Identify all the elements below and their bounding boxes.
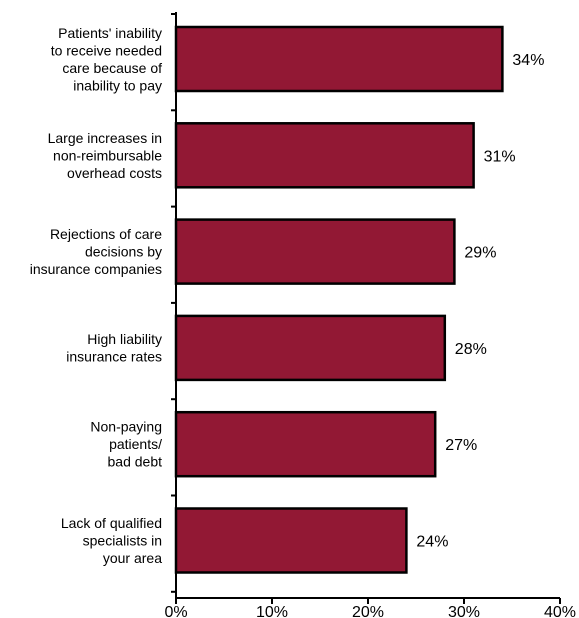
bar-4 bbox=[174, 410, 437, 478]
category-label-line: your area bbox=[103, 550, 162, 566]
category-label-line: insurance rates bbox=[66, 349, 162, 365]
x-tick-label-1: 10% bbox=[256, 604, 288, 618]
category-label-line: insurance companies bbox=[30, 261, 162, 277]
value-label-2: 29% bbox=[464, 245, 496, 262]
category-label-line: patients/ bbox=[109, 436, 162, 452]
value-label-1: 31% bbox=[484, 148, 516, 165]
category-label-5: Lack of qualified specialists in your area bbox=[61, 515, 162, 566]
value-label-0: 34% bbox=[512, 52, 544, 69]
category-label-line: Patients' inability bbox=[58, 25, 162, 41]
bar-5 bbox=[174, 507, 408, 574]
category-label-0: Patients' inability to receive needed care… bbox=[51, 25, 162, 94]
category-label-line: care because of bbox=[62, 60, 162, 76]
category-label-line: specialists in bbox=[83, 533, 162, 549]
category-label-1: Large increases in non-reimbursable overhe… bbox=[48, 130, 163, 181]
x-tick-label-0: 0% bbox=[164, 604, 187, 618]
x-tick-label-4: 40% bbox=[544, 604, 576, 618]
bar-0 bbox=[174, 25, 504, 93]
category-label-3: High liability insurance rates bbox=[66, 331, 162, 365]
bar-3 bbox=[174, 314, 447, 382]
value-label-4: 27% bbox=[445, 437, 477, 454]
category-label-line: inability to pay bbox=[73, 77, 162, 93]
x-tick-label-3: 30% bbox=[448, 604, 480, 618]
category-label-line: Large increases in bbox=[48, 130, 162, 146]
category-label-line: Lack of qualified bbox=[61, 515, 162, 531]
category-label-line: overhead costs bbox=[67, 165, 162, 181]
category-label-line: Non-paying bbox=[90, 419, 162, 435]
category-label-4: Non-paying patients/bad debt bbox=[90, 419, 162, 470]
bar-2 bbox=[174, 218, 456, 285]
category-label-line: decisions by bbox=[85, 244, 162, 260]
value-label-3: 28% bbox=[455, 341, 487, 358]
category-label-2: Rejections of care decisions by insurance … bbox=[30, 226, 163, 277]
category-label-line: Rejections of care bbox=[50, 226, 162, 242]
category-label-line: bad debt bbox=[108, 454, 163, 470]
axes-layer: 0% 10% 20% 30% 40% bbox=[164, 12, 576, 618]
category-label-line: non-reimbursable bbox=[53, 147, 162, 163]
x-tick-label-2: 20% bbox=[352, 604, 384, 618]
labels-layer: 34% Patients' inability to receive needed c… bbox=[30, 25, 545, 566]
category-label-line: High liability bbox=[87, 331, 162, 347]
value-label-5: 24% bbox=[416, 534, 448, 551]
bars-layer bbox=[174, 25, 504, 574]
category-label-line: to receive needed bbox=[51, 42, 162, 58]
bar-1 bbox=[174, 122, 475, 189]
